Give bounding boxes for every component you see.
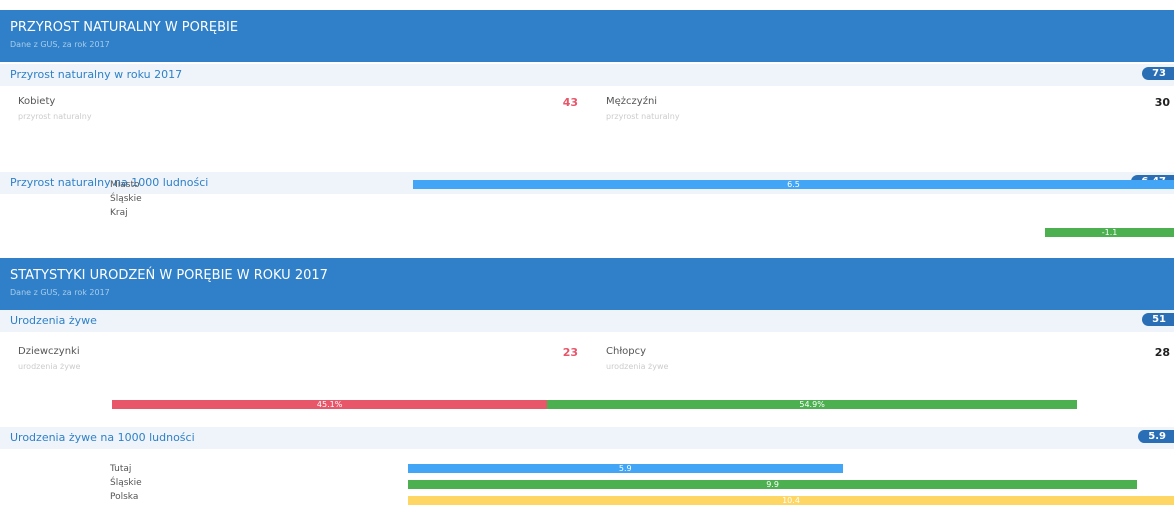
bar-label: Kraj xyxy=(110,208,128,218)
stat-row: Przyrost naturalny w roku 2017 73 xyxy=(0,64,1174,86)
split-label: Kobiety xyxy=(18,96,56,107)
bar-label: Polska xyxy=(110,492,139,502)
rate-bar: 10.4 xyxy=(408,496,1174,505)
bar-label: Miasto xyxy=(110,180,140,190)
section-subtitle: Dane z GUS, za rok 2017 xyxy=(10,40,110,49)
rate-bar: 5.9 xyxy=(408,464,843,473)
stat-badge: 51 xyxy=(1142,313,1174,326)
stat-badge: 73 xyxy=(1142,67,1174,80)
split-label: Mężczyźni xyxy=(606,96,658,107)
section-header: PRZYROST NATURALNY W PORĘBIE Dane z GUS, … xyxy=(0,10,1174,62)
stat-badge: 5.9 xyxy=(1138,430,1174,443)
rate-bar: -1.1 xyxy=(1045,228,1174,237)
bar-label: Tutaj xyxy=(110,464,132,474)
split-label: Chłopcy xyxy=(606,346,647,357)
split-value: 30 xyxy=(1154,96,1170,109)
share-bar: 54.9% xyxy=(547,400,1077,409)
stat-label: Przyrost naturalny w roku 2017 xyxy=(10,68,183,81)
split-note: przyrost naturalny xyxy=(606,112,680,121)
stat-label: Urodzenia żywe na 1000 ludności xyxy=(10,431,195,444)
section-subtitle: Dane z GUS, za rok 2017 xyxy=(10,288,110,297)
split-note: urodzenia żywe xyxy=(18,362,81,371)
section-title: PRZYROST NATURALNY W PORĘBIE xyxy=(10,20,239,35)
section-header: STATYSTYKI URODZEŃ W PORĘBIE W ROKU 2017… xyxy=(0,258,1174,310)
stat-label: Urodzenia żywe xyxy=(10,314,97,327)
stat-row: Urodzenia żywe 51 xyxy=(0,310,1174,332)
split-label: Dziewczynki xyxy=(18,346,80,357)
section-title: STATYSTYKI URODZEŃ W PORĘBIE W ROKU 2017 xyxy=(10,268,328,283)
split-value: 28 xyxy=(1154,346,1170,359)
stat-row: Urodzenia żywe na 1000 ludności 5.9 xyxy=(0,427,1174,449)
split-note: przyrost naturalny xyxy=(18,112,92,121)
stat-label: Przyrost naturalny na 1000 ludności xyxy=(10,176,209,189)
bar-label: Śląskie xyxy=(110,194,142,204)
split-value: 43 xyxy=(562,96,578,109)
share-bar: 45.1% xyxy=(112,400,548,409)
bar-label: Śląskie xyxy=(110,478,142,488)
rate-bar: 9.9 xyxy=(408,480,1138,489)
split-value: 23 xyxy=(562,346,578,359)
rate-bar: 6.5 xyxy=(413,180,1174,189)
split-note: urodzenia żywe xyxy=(606,362,669,371)
